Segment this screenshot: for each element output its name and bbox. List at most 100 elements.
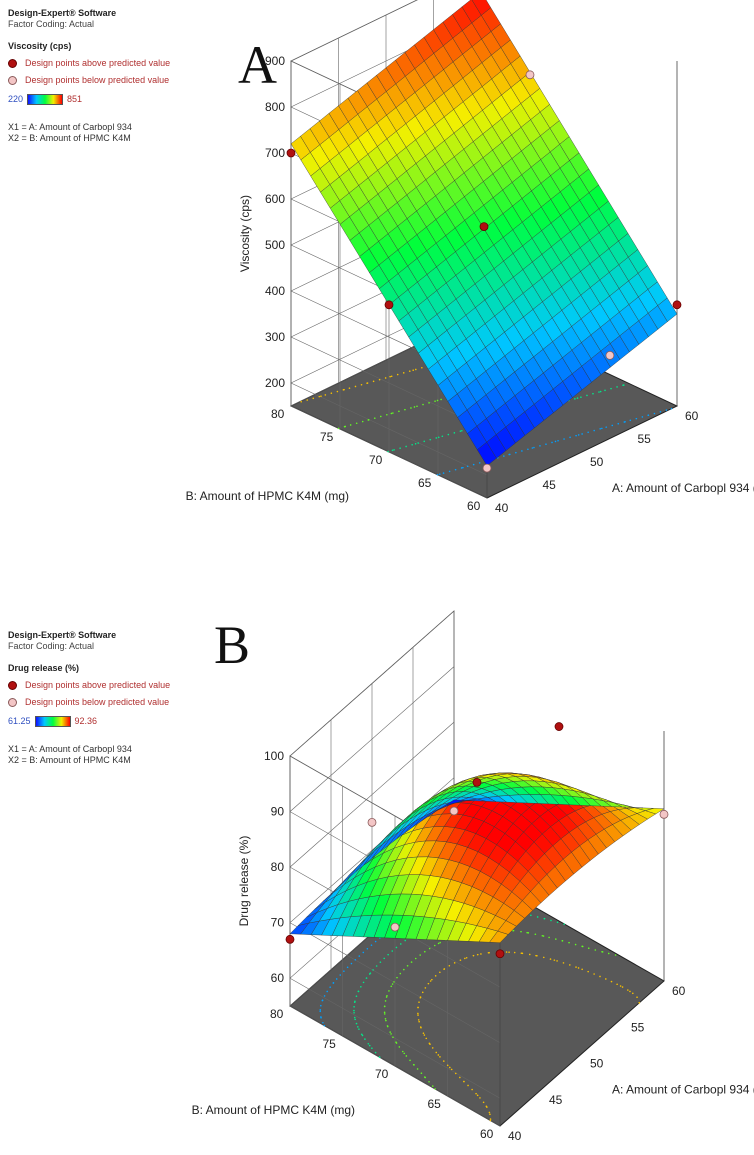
contour-point: [449, 1066, 451, 1069]
contour-point: [527, 448, 529, 451]
contour-point: [419, 1026, 422, 1028]
contour-point: [442, 472, 445, 474]
contour-point: [503, 455, 505, 457]
contour-point: [488, 951, 490, 954]
contour-point: [542, 956, 545, 959]
contour-point: [636, 996, 638, 998]
contour-point: [576, 397, 579, 399]
legend-below: Design points below predicted value: [8, 75, 170, 86]
design-point-below: [659, 809, 669, 819]
contour-point: [386, 413, 388, 416]
contour-point: [357, 1026, 359, 1028]
contour-point: [587, 431, 589, 434]
contour-point: [598, 391, 600, 393]
contour-point: [580, 396, 582, 398]
contour-point: [323, 1024, 326, 1027]
contour-point: [557, 439, 559, 442]
contour-point: [396, 373, 399, 376]
contour-point: [533, 446, 535, 449]
contour-point: [520, 930, 522, 933]
contour-point: [601, 951, 604, 953]
design-point-above: [384, 300, 394, 310]
contour-point: [439, 971, 441, 974]
contour-point: [594, 949, 597, 951]
contour-point: [384, 1000, 387, 1002]
contour-point: [380, 415, 382, 418]
surface-plot-b: 40 45 50 55 60 60 65 70 75 80 60 70 80 90 100 A: Amount…: [192, 610, 754, 1143]
contour-point: [412, 369, 415, 371]
factor-x2: X2 = B: Amount of HPMC K4M: [8, 754, 131, 765]
contour-point: [489, 1113, 491, 1116]
contour-point: [438, 473, 441, 475]
panel-a: Design-Expert® Software Factor Coding: A…: [8, 0, 754, 515]
contour-point: [360, 1033, 363, 1036]
contour-point: [410, 407, 412, 409]
response-name: Drug release (%): [8, 662, 80, 673]
contour-point: [574, 943, 577, 946]
contour-point: [569, 964, 571, 966]
x-tick-label: 40: [508, 1129, 522, 1143]
contour-point: [329, 986, 331, 988]
contour-point: [440, 398, 442, 401]
design-point-below: [525, 70, 535, 80]
contour-point: [336, 390, 339, 393]
contour-point: [353, 1006, 355, 1008]
factor-x1: X1 = A: Amount of Carbopl 934: [8, 121, 132, 132]
contour-point: [541, 934, 544, 937]
contour-point: [427, 982, 430, 985]
contour-point: [616, 386, 618, 388]
y-tick-label: 75: [323, 1037, 337, 1051]
contour-point: [319, 1009, 322, 1011]
contour-point: [581, 945, 584, 948]
contour-point: [417, 1019, 420, 1021]
contour-point: [374, 1051, 377, 1054]
color-gradient: [34, 716, 71, 728]
contour-point: [489, 1119, 492, 1122]
design-point-below: [367, 817, 377, 827]
contour-point: [389, 1031, 391, 1033]
contour-point: [539, 445, 541, 447]
contour-point: [471, 1088, 473, 1091]
z-tick-label: 600: [265, 192, 285, 206]
contour-point: [476, 1094, 479, 1097]
z-tick-label: 80: [271, 860, 285, 874]
color-scale-min: 220: [8, 94, 24, 105]
contour-point: [391, 950, 394, 952]
z-tick-label: 900: [265, 54, 285, 68]
contour-point: [586, 394, 588, 397]
contour-point: [300, 400, 302, 403]
contour-point: [581, 433, 583, 435]
red-dot-icon: [8, 680, 17, 690]
color-scale-min: 61.25: [8, 716, 31, 727]
contour-point: [355, 1022, 358, 1025]
contour-point: [398, 410, 400, 413]
contour-point: [550, 919, 552, 922]
contour-point: [617, 422, 620, 425]
contour-point: [366, 947, 369, 950]
contour-point: [454, 468, 457, 471]
contour-point: [404, 939, 407, 942]
contour-point: [326, 990, 329, 993]
contour-point: [607, 952, 610, 955]
x-tick-label: 50: [590, 1057, 604, 1071]
contour-point: [472, 463, 475, 466]
contour-point: [378, 1056, 381, 1058]
contour-point: [349, 424, 352, 426]
contour-point: [459, 959, 462, 961]
z-tick-label: 400: [265, 284, 285, 298]
contour-point: [543, 917, 546, 920]
contour-point: [395, 1041, 397, 1043]
contour-point: [629, 419, 632, 422]
contour-point: [512, 929, 514, 932]
contour-point: [462, 466, 464, 469]
legend-below-label: Design points below predicted value: [25, 697, 170, 707]
contour-point: [343, 970, 345, 972]
contour-point: [611, 424, 614, 427]
design-point-above: [554, 722, 564, 731]
contour-point: [408, 370, 411, 372]
contour-point: [548, 936, 550, 939]
surface-cell: [461, 0, 482, 24]
contour-point: [556, 960, 558, 962]
contour-point: [534, 933, 537, 936]
contour-point: [375, 965, 378, 967]
